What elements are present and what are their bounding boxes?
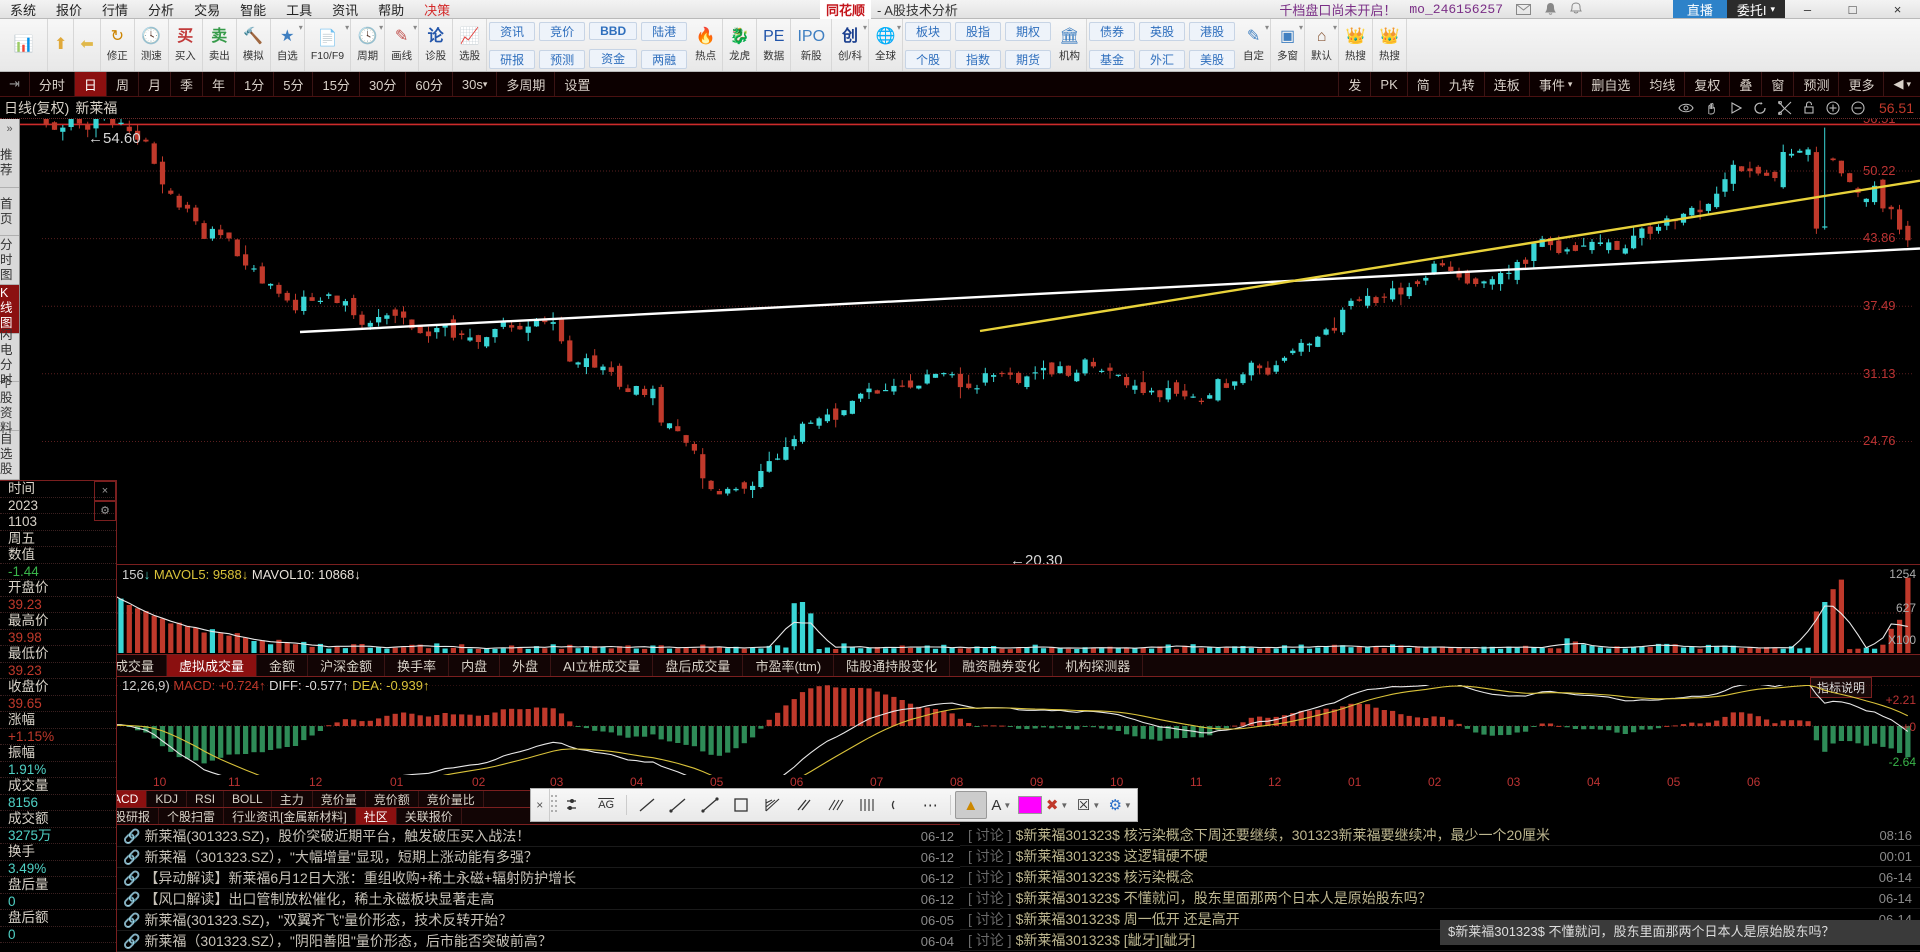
svg-text:37.49: 37.49 — [1863, 298, 1896, 313]
svg-text:24.76: 24.76 — [1863, 433, 1896, 448]
svg-text:←54.60: ←54.60 — [88, 130, 141, 147]
svg-text:50.22: 50.22 — [1863, 163, 1896, 178]
svg-text:56.51: 56.51 — [1863, 119, 1896, 126]
svg-text:43.86: 43.86 — [1863, 230, 1896, 245]
svg-text:31.13: 31.13 — [1863, 366, 1896, 381]
svg-text:←20.30: ←20.30 — [1010, 552, 1063, 564]
